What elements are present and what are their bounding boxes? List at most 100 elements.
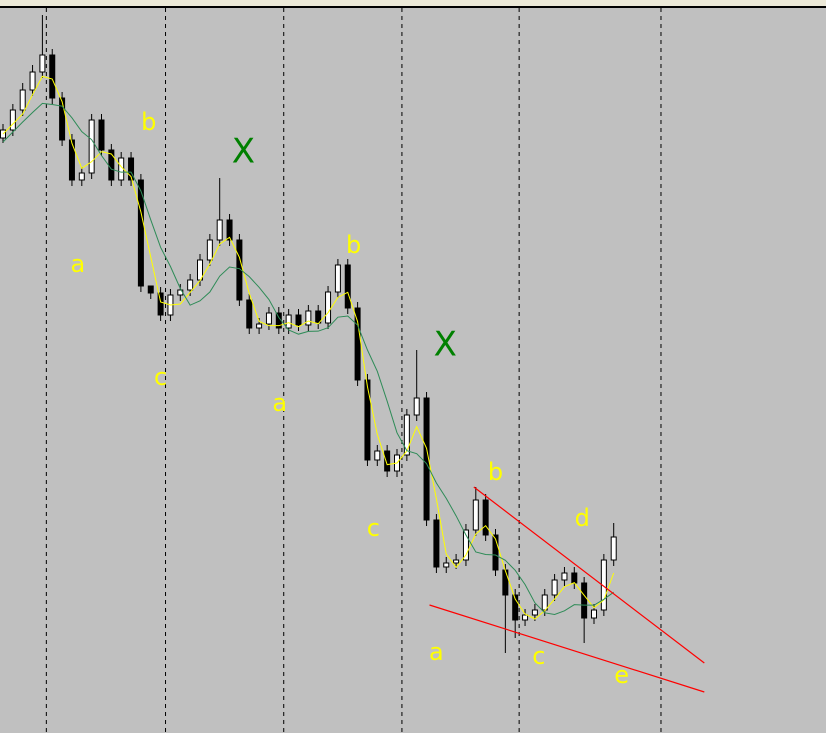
candle-body-down [59,97,66,141]
wave-label: a [71,250,86,278]
candle-body-down [246,299,253,329]
candle-body-up [453,559,460,564]
candle-body-down [344,264,351,309]
candle [9,104,16,136]
wave-label: c [154,363,167,391]
candle-body-down [226,219,233,241]
candle [29,65,36,96]
candle [403,409,410,461]
candle [108,144,115,186]
wave-label: c [367,514,380,542]
candle [315,305,322,329]
candle [265,307,272,330]
candle [49,49,56,104]
candle-body-up [265,312,272,325]
moving-average-line [2,75,615,620]
candles [0,15,617,653]
candle [433,514,440,573]
wave-labels: a b Xc a b Xc b d a c e [71,108,629,689]
candle-body-down [49,54,56,99]
candle-body-up [29,71,36,91]
candle-body-up [561,572,568,581]
candle-body-down [384,450,391,472]
candle-body-up [305,310,312,326]
wave-label: c [532,642,545,670]
candle [39,15,46,78]
candle-body-up [19,89,26,111]
candle [492,529,499,576]
wave-label: d [575,504,590,532]
trendlines [429,486,705,693]
candle [137,174,144,292]
candle [334,259,341,298]
wave-label: e [614,661,629,689]
candle-body-down [68,139,75,181]
candle [325,286,332,329]
candle-body-up [522,614,529,621]
candle-body-down [364,379,371,461]
candle-body-up [610,536,617,561]
candle-body-down [147,285,154,294]
trendline [473,486,705,664]
candle-body-down [512,594,519,621]
candle [374,445,381,466]
candle-body-down [571,572,578,584]
candle-body-up [541,594,548,611]
grid-lines [45,8,662,733]
candle [462,524,469,566]
candle-body-up [472,499,479,531]
candle-body-down [98,119,105,151]
candle [443,557,450,573]
candle [472,487,479,536]
candle [531,604,538,621]
candle [610,523,617,566]
wave-label: a [272,389,287,417]
candle-body-down [137,179,144,287]
candle-body-up [413,397,420,416]
toolbar-strip [0,0,826,8]
candle-body-down [581,582,588,619]
candle-body-down [482,499,489,536]
candle-body-up [443,562,450,568]
candle [147,285,154,299]
candle [19,83,26,116]
candle-body-down [502,569,509,596]
candle [206,234,213,266]
wave-label: b [346,231,361,259]
candle-body-down [433,519,440,568]
candle-body-up [187,279,194,291]
candle-body-up [216,219,223,241]
trendline [429,604,705,693]
moving-average-line [2,102,614,616]
candle-body-up [334,264,341,293]
candle [226,214,233,246]
candle [344,259,351,314]
candle-body-down [492,534,499,571]
candle [413,350,420,421]
moving-averages [2,75,615,620]
candle-body-up [325,291,332,324]
candle-body-up [206,239,213,261]
candle [157,287,164,321]
candle [216,178,223,246]
wave-label: a [429,638,444,666]
candle [364,374,371,466]
candle [177,284,184,301]
candle-body-up [78,172,85,181]
candle [78,167,85,186]
candle [128,152,135,186]
candle-body-up [551,579,558,596]
candle [295,309,302,331]
candle [384,445,391,477]
candle [246,294,253,334]
candle-body-up [591,609,597,619]
candle-body-up [462,529,469,561]
candle-body-down [236,239,243,301]
candle-body-down [354,307,361,381]
candle [88,114,95,179]
wave-label: b [141,108,156,136]
wave-label: b [488,458,503,486]
candle-body-up [39,54,46,73]
candle [354,302,361,386]
candle [236,234,243,306]
